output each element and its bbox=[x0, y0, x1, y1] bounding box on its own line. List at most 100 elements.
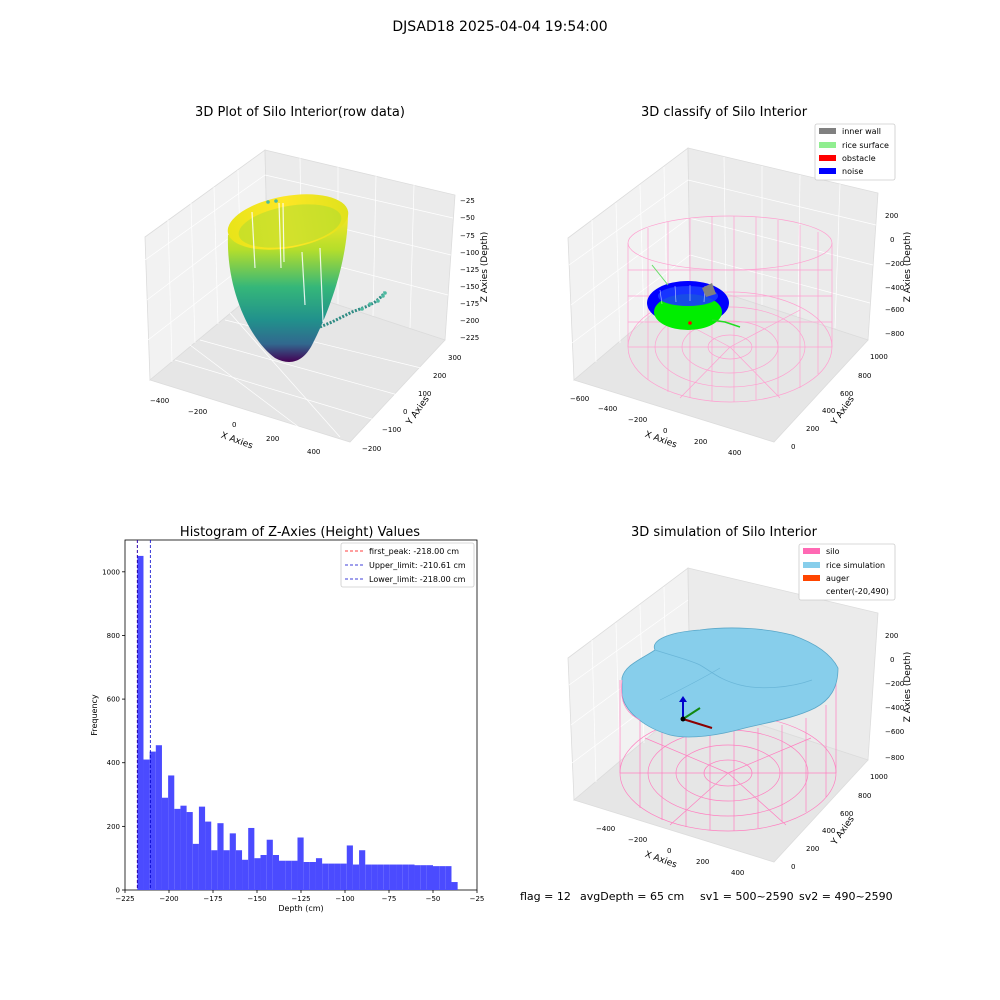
histogram-bar bbox=[248, 827, 255, 890]
classify-ytick: 800 bbox=[858, 372, 871, 380]
raw-surface-gaps bbox=[251, 202, 324, 323]
raw-ztick: −100 bbox=[460, 249, 479, 257]
histogram-bar bbox=[180, 805, 187, 890]
raw-ztick: −175 bbox=[460, 300, 479, 308]
raw-ztick: −150 bbox=[460, 283, 479, 291]
simulation-panel: 3D simulation of Silo Interior bbox=[567, 525, 913, 877]
simulation-ytick: 1000 bbox=[870, 773, 888, 781]
raw-xtick: −400 bbox=[150, 397, 169, 405]
status-avg-depth: avgDepth = 65 cm bbox=[580, 890, 684, 903]
simulation-ytick: 600 bbox=[840, 810, 853, 818]
raw-xtick: 400 bbox=[307, 448, 320, 456]
histogram-y-tick-label: 200 bbox=[107, 823, 120, 831]
raw-zlabel: Z Axies (Depth) bbox=[480, 232, 490, 303]
raw-ytick: 200 bbox=[433, 372, 446, 380]
simulation-xtick: 400 bbox=[731, 869, 744, 877]
histogram-y-tick-label: 600 bbox=[107, 696, 120, 704]
histogram-legend: first_peak: -218.00 cm Upper_limit: -210… bbox=[340, 542, 475, 588]
histogram-bar bbox=[223, 850, 230, 890]
raw-scatter-trail bbox=[319, 291, 387, 329]
simulation-xtick: −400 bbox=[596, 825, 615, 833]
histogram-ylabel: Frequency bbox=[90, 694, 99, 736]
histogram-bar bbox=[205, 821, 212, 890]
legend-swatch bbox=[819, 168, 836, 174]
raw-xtick: 200 bbox=[266, 435, 279, 443]
histogram-bar bbox=[334, 863, 341, 890]
histogram-y-tick-label: 0 bbox=[116, 887, 120, 895]
simulation-ytick: 0 bbox=[791, 863, 795, 871]
histogram-bar bbox=[352, 864, 360, 890]
histogram-x-tick-label: −75 bbox=[382, 895, 397, 903]
status-sv1: sv1 = 500~2590 bbox=[700, 890, 794, 903]
histogram-x-tick-label: −175 bbox=[203, 895, 222, 903]
histogram-bar bbox=[235, 850, 243, 890]
histogram-bar bbox=[254, 858, 261, 890]
raw-ytick: −100 bbox=[382, 426, 401, 434]
histogram-bar bbox=[309, 862, 316, 890]
legend-label: Lower_limit: -218.00 cm bbox=[369, 575, 466, 584]
simulation-zlabel: Z Axies (Depth) bbox=[903, 652, 913, 723]
histogram-bar bbox=[408, 864, 415, 890]
classify-panel: 3D classify of Silo Interior bbox=[567, 105, 913, 457]
simulation-ztick: −200 bbox=[885, 680, 904, 688]
legend-label: rice simulation bbox=[826, 561, 885, 570]
raw-data-panel: 3D Plot of Silo Interior(row data) bbox=[144, 105, 490, 456]
legend-label: Upper_limit: -210.61 cm bbox=[369, 561, 466, 570]
legend-label: auger bbox=[826, 574, 850, 583]
classify-ztick: −800 bbox=[885, 330, 904, 338]
classify-ztick: 0 bbox=[890, 236, 894, 244]
classify-ytick: 200 bbox=[806, 425, 819, 433]
histogram-bar bbox=[155, 745, 162, 890]
simulation-ztick: −600 bbox=[885, 728, 904, 736]
status-sv2: sv2 = 490~2590 bbox=[799, 890, 893, 903]
histogram-bar bbox=[315, 858, 323, 890]
histogram-bar bbox=[242, 859, 249, 890]
classify-ztick: −200 bbox=[885, 260, 904, 268]
simulation-ytick: 800 bbox=[858, 792, 871, 800]
histogram-xlabel: Depth (cm) bbox=[278, 904, 323, 913]
classify-ytick: 0 bbox=[791, 443, 795, 451]
simulation-xtick: −200 bbox=[628, 836, 647, 844]
simulation-panel-title: 3D simulation of Silo Interior bbox=[631, 525, 818, 540]
classify-silo-wireframe bbox=[627, 215, 833, 403]
histogram-bar bbox=[272, 855, 279, 890]
histogram-bar bbox=[328, 863, 335, 890]
histogram-bar bbox=[389, 864, 397, 890]
histogram-x-tick-label: −100 bbox=[335, 895, 354, 903]
histogram-bar bbox=[396, 864, 403, 890]
raw-xtick: 0 bbox=[232, 421, 236, 429]
raw-surface-body bbox=[227, 212, 348, 362]
histogram-y-ticks: 0 200 400 600 800 1000 bbox=[102, 568, 125, 895]
simulation-center-marker bbox=[679, 696, 713, 729]
classify-xtick: 400 bbox=[728, 449, 741, 457]
histogram-bar bbox=[149, 751, 156, 890]
legend-label: obstacle bbox=[842, 154, 876, 163]
histogram-bar bbox=[266, 839, 273, 890]
legend-label: noise bbox=[842, 167, 863, 176]
legend-swatch bbox=[803, 548, 820, 554]
simulation-ytick: 400 bbox=[822, 827, 835, 835]
classify-inner-wall-points bbox=[702, 283, 716, 297]
histogram-bar bbox=[260, 855, 267, 890]
histogram-x-tick-label: −200 bbox=[159, 895, 178, 903]
classify-xtick: −200 bbox=[628, 416, 647, 424]
legend-label: rice surface bbox=[842, 141, 889, 150]
histogram-bar bbox=[414, 865, 421, 890]
simulation-ztick: −400 bbox=[885, 704, 904, 712]
histogram-bar bbox=[426, 865, 433, 890]
classify-ztick: 200 bbox=[885, 212, 898, 220]
histogram-y-tick-label: 1000 bbox=[102, 568, 120, 576]
histogram-bar bbox=[371, 864, 378, 890]
classify-panel-title: 3D classify of Silo Interior bbox=[641, 105, 808, 120]
histogram-bar bbox=[168, 775, 175, 890]
raw-ztick: −125 bbox=[460, 266, 479, 274]
raw-ytick: 100 bbox=[418, 390, 431, 398]
raw-ztick: −225 bbox=[460, 334, 479, 342]
histogram-bar bbox=[433, 866, 440, 890]
raw-ztick: −75 bbox=[460, 232, 475, 240]
histogram-bars bbox=[137, 555, 458, 890]
classify-legend: inner wall rice surface obstacle noise bbox=[814, 123, 896, 181]
legend-swatch bbox=[819, 155, 836, 161]
histogram-bar bbox=[445, 866, 452, 890]
